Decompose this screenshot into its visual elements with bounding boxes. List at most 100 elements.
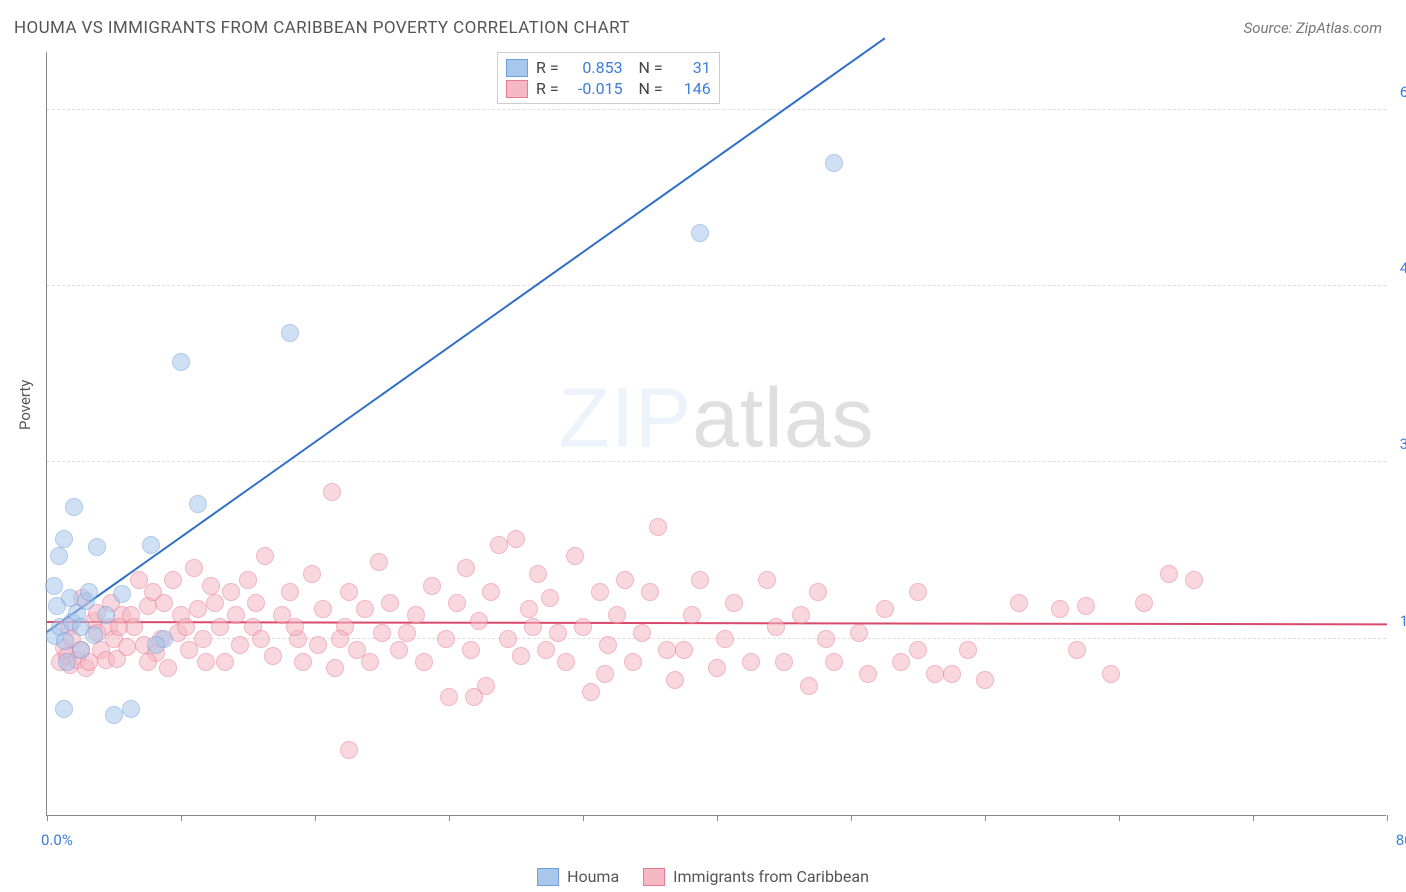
data-point [1185,571,1203,589]
data-point [499,630,517,648]
data-point [65,498,83,516]
data-point [566,547,584,565]
data-point [281,324,299,342]
data-point [591,583,609,601]
data-point [716,630,734,648]
data-point [767,618,785,636]
data-point [742,653,760,671]
legend-n-value: 31 [671,58,711,77]
data-point [1160,565,1178,583]
data-point [303,565,321,583]
series-legend: Houma Immigrants from Caribbean [537,867,869,886]
data-point [356,600,374,618]
data-point [155,594,173,612]
legend-n-label: N = [631,79,663,98]
data-point [909,583,927,601]
x-tick [1387,815,1388,821]
legend-item: Immigrants from Caribbean [643,867,869,886]
data-point [370,553,388,571]
data-point [264,647,282,665]
data-point [708,659,726,677]
data-point [50,547,68,565]
data-point [624,653,642,671]
x-tick [583,815,584,821]
x-tick [315,815,316,821]
data-point [194,630,212,648]
data-point [189,600,207,618]
data-point [72,641,90,659]
legend-r-value: -0.015 [567,79,623,98]
y-tick-label: 15.0% [1400,612,1406,630]
legend-label: Houma [567,867,619,886]
source-attribution: Source: ZipAtlas.com [1244,19,1382,37]
correlation-legend: R =0.853 N =31R =-0.015 N =146 [497,52,720,104]
data-point [959,641,977,659]
data-point [649,518,667,536]
chart-plot-area: ZIPatlas R =0.853 N =31R =-0.015 N =146 … [46,52,1386,816]
data-point [85,626,103,644]
gridline [47,109,1386,110]
data-point [139,653,157,671]
data-point [231,636,249,654]
data-point [113,585,131,603]
data-point [633,624,651,642]
data-point [340,741,358,759]
legend-row: R =-0.015 N =146 [506,78,711,99]
data-point [599,636,617,654]
data-point [172,353,190,371]
data-point [323,483,341,501]
data-point [641,583,659,601]
legend-swatch [643,868,665,886]
data-point [465,688,483,706]
data-point [177,618,195,636]
data-point [390,641,408,659]
data-point [247,594,265,612]
data-point [529,565,547,583]
data-point [314,600,332,618]
legend-n-value: 146 [671,79,711,98]
legend-r-label: R = [536,58,559,77]
x-max-label: 80.0% [1396,831,1406,849]
data-point [825,653,843,671]
data-point [326,659,344,677]
data-point [775,653,793,671]
x-tick [449,815,450,821]
data-point [185,559,203,577]
data-point [541,589,559,607]
data-point [909,641,927,659]
data-point [537,641,555,659]
chart-title: HOUMA VS IMMIGRANTS FROM CARIBBEAN POVER… [14,18,630,38]
data-point [470,612,488,630]
data-point [331,630,349,648]
data-point [309,636,327,654]
data-point [596,665,614,683]
data-point [440,688,458,706]
data-point [691,224,709,242]
data-point [524,618,542,636]
gridline [47,285,1386,286]
data-point [256,547,274,565]
data-point [926,665,944,683]
data-point [122,700,140,718]
data-point [792,606,810,624]
legend-item: Houma [537,867,619,886]
data-point [164,571,182,589]
data-point [80,583,98,601]
y-tick-label: 30.0% [1400,435,1406,453]
data-point [381,594,399,612]
data-point [512,647,530,665]
data-point [1051,600,1069,618]
data-point [507,530,525,548]
data-point [105,706,123,724]
data-point [482,583,500,601]
data-point [340,583,358,601]
data-point [725,594,743,612]
x-tick [181,815,182,821]
data-point [398,624,416,642]
data-point [239,571,257,589]
data-point [490,536,508,554]
data-point [159,659,177,677]
data-point [294,653,312,671]
data-point [88,538,106,556]
data-point [55,700,73,718]
